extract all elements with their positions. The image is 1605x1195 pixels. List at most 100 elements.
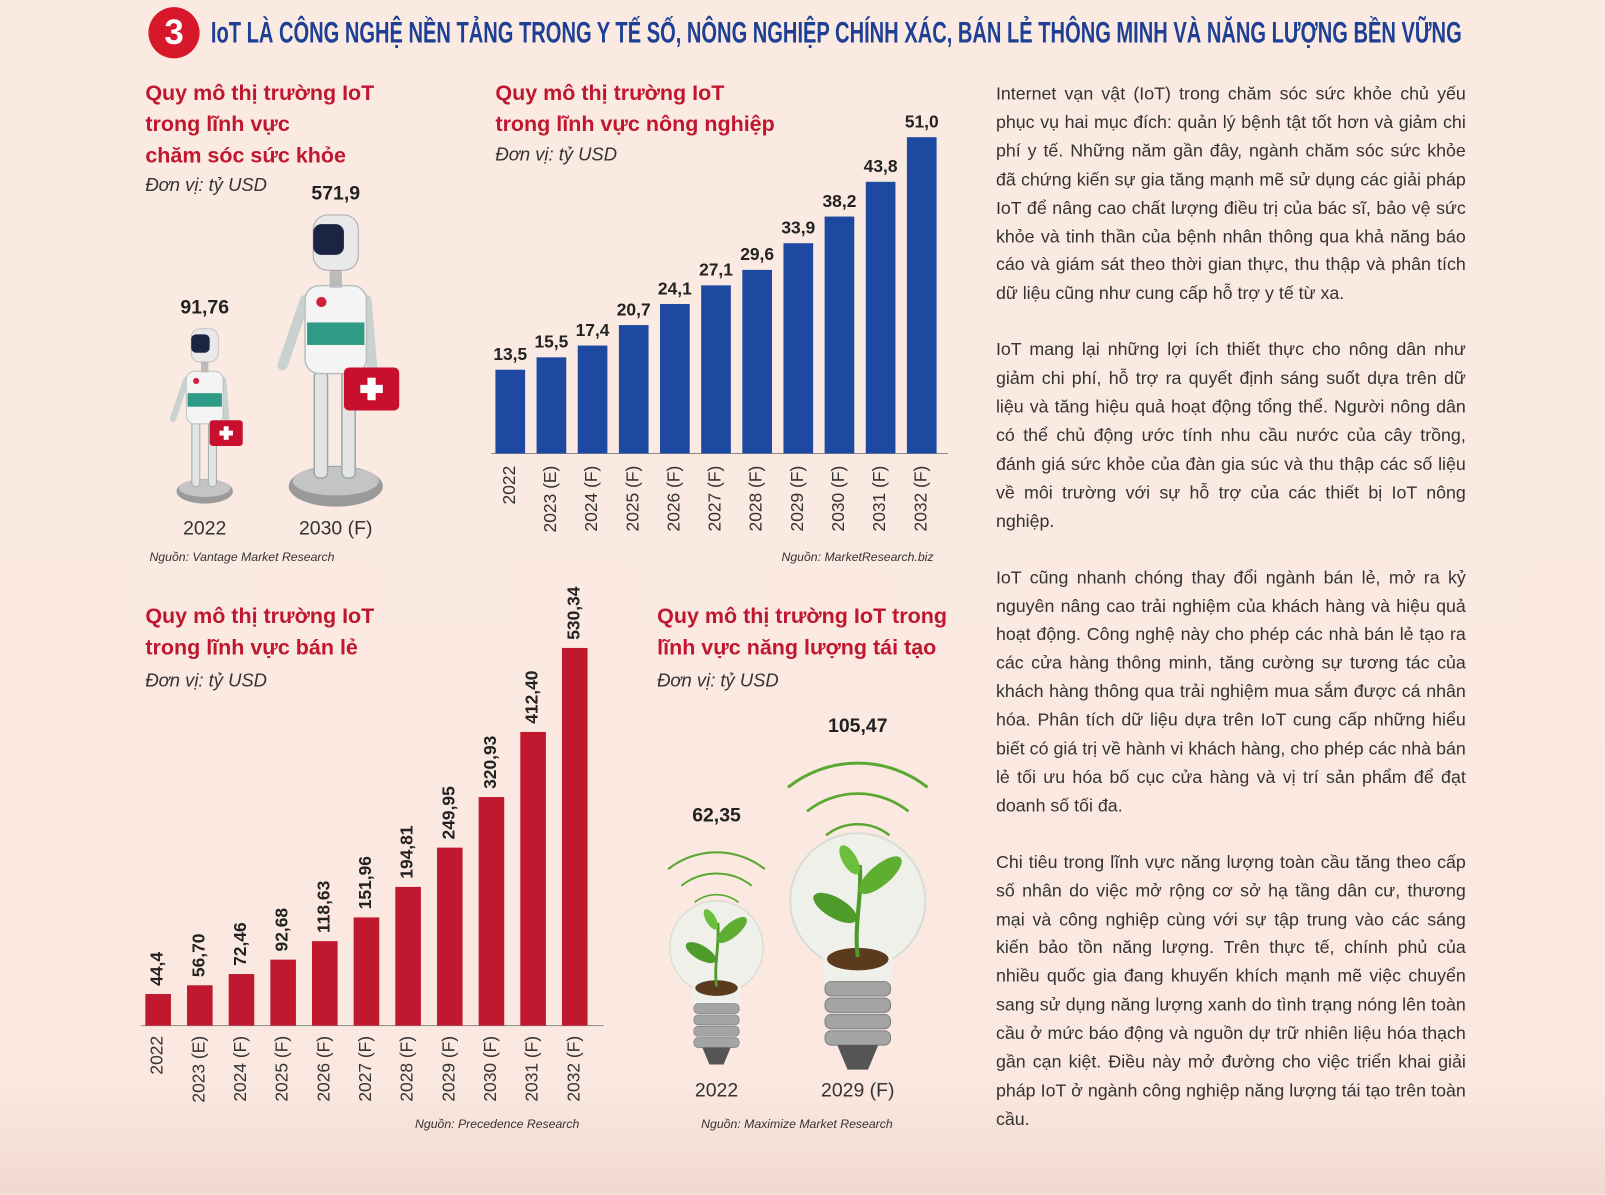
- bar: [742, 269, 772, 454]
- bar: [906, 137, 937, 454]
- value-label: 44,4: [147, 952, 167, 986]
- bar: [783, 243, 814, 454]
- signal-arc: [694, 893, 740, 903]
- leaf: [813, 892, 858, 924]
- value-label: 38,2: [823, 191, 857, 211]
- bar: [495, 369, 526, 454]
- category-label: 2031 (F): [869, 466, 889, 532]
- bar: [311, 941, 338, 1026]
- signal-arc: [787, 761, 929, 789]
- soil: [695, 980, 738, 996]
- source: Nguồn: Maximize Market Research: [701, 1117, 893, 1131]
- paragraph: Internet vạn vật (IoT) trong chăm sóc sứ…: [995, 82, 1466, 304]
- robot-neck: [201, 361, 209, 373]
- unit-label: Đơn vị: tỷ USD: [145, 174, 267, 195]
- bar: [660, 303, 690, 454]
- category-label: 2032 (F): [563, 1036, 583, 1102]
- bar: [865, 181, 896, 454]
- robot-arm: [220, 376, 230, 426]
- category-label: 2022: [499, 466, 519, 505]
- article: Internet vạn vật (IoT) trong chăm sóc sứ…: [996, 80, 1466, 1162]
- value-label: 13,5: [493, 344, 527, 364]
- value-label: 17,4: [576, 320, 610, 340]
- bulb-screw: [824, 981, 892, 997]
- bulb-screw: [824, 1013, 892, 1030]
- category-label: 2029 (F): [821, 1079, 894, 1101]
- chart-title: Quy mô thị trường IoT: [495, 81, 724, 105]
- number-badge: [148, 7, 200, 59]
- category-label: 2024 (F): [581, 466, 601, 532]
- chart-title: lĩnh vực năng lượng tái tạo: [657, 636, 936, 660]
- signal-arc: [825, 823, 891, 837]
- value-label: 571,9: [311, 183, 360, 205]
- category-label: 2022: [147, 1036, 167, 1075]
- source: Nguồn: MarketResearch.biz: [781, 550, 933, 564]
- chart-title: trong lĩnh vực: [145, 112, 290, 136]
- robot-band: [307, 322, 365, 345]
- value-label: 24,1: [658, 278, 692, 298]
- leaf: [839, 845, 860, 875]
- value-label: 33,9: [781, 217, 815, 237]
- chart-title: Quy mô thị trường IoT: [145, 81, 374, 105]
- leaf: [717, 916, 747, 943]
- robot: [169, 328, 243, 504]
- value-label: 91,76: [180, 296, 229, 318]
- chart-title: trong lĩnh vực nông nghiệp: [495, 112, 774, 136]
- bar: [395, 886, 421, 1026]
- robot-badge: [316, 296, 327, 308]
- robot-base-top: [292, 466, 379, 496]
- bulb: [667, 851, 766, 1065]
- category-label: 2022: [183, 517, 226, 539]
- bulb-tip: [837, 1045, 879, 1070]
- signal-arc: [806, 792, 910, 813]
- signal-arc: [680, 872, 753, 887]
- value-label: 56,70: [188, 934, 208, 978]
- value-label: 20,7: [617, 299, 651, 319]
- stem: [714, 922, 720, 987]
- unit-label: Đơn vị: tỷ USD: [657, 670, 779, 691]
- bulb: [787, 761, 929, 1070]
- category-label: 2030 (F): [299, 517, 372, 539]
- robot-face: [191, 334, 210, 353]
- value-label: 27,1: [699, 260, 733, 280]
- robot-leg: [191, 422, 201, 487]
- robot: [277, 214, 400, 507]
- robot-band: [187, 393, 222, 407]
- bar: [520, 731, 546, 1026]
- value-label: 92,68: [272, 908, 292, 952]
- bar: [618, 325, 649, 454]
- paragraph: Chi tiêu trong lĩnh vực năng lượng toàn …: [995, 851, 1466, 1129]
- robot-leg: [313, 370, 329, 479]
- value-label: 29,6: [740, 244, 774, 264]
- category-label: 2026 (F): [313, 1036, 333, 1102]
- bulb-screw: [693, 1037, 740, 1048]
- value-label: 72,46: [230, 922, 250, 966]
- value-label: 194,81: [397, 825, 417, 879]
- robot-neck: [329, 269, 342, 288]
- category-label: 2028 (F): [397, 1036, 417, 1102]
- value-label: 320,93: [480, 735, 500, 789]
- category-label: 2031 (F): [522, 1036, 542, 1102]
- value-label: 530,34: [563, 586, 583, 640]
- bar: [436, 847, 463, 1026]
- case-cross: [219, 430, 233, 436]
- value-label: 118,63: [313, 880, 333, 933]
- section-number: 3: [164, 13, 183, 52]
- category-label: 2030 (F): [480, 1036, 500, 1102]
- category-label: 2023 (E): [188, 1036, 208, 1103]
- bar: [824, 216, 855, 454]
- chart-title: chăm sóc sức khỏe: [145, 143, 346, 167]
- value-label: 51,0: [905, 111, 939, 131]
- value-label: 62,35: [692, 804, 741, 826]
- source: Nguồn: Vantage Market Research: [149, 550, 334, 564]
- unit-label: Đơn vị: tỷ USD: [145, 670, 267, 691]
- bar: [701, 285, 731, 454]
- robot-base-top: [178, 479, 231, 497]
- source: Nguồn: Precedence Research: [415, 1117, 580, 1131]
- bar: [561, 647, 588, 1026]
- leaf: [703, 909, 718, 930]
- category-label: 2027 (F): [355, 1036, 375, 1102]
